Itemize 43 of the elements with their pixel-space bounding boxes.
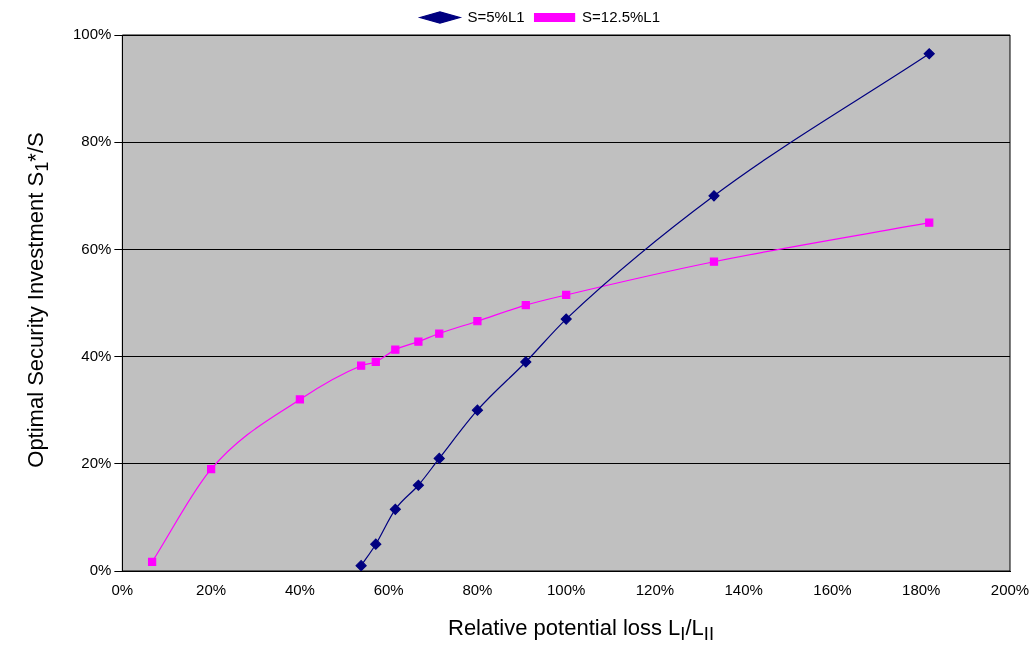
x-tick-label: 160% xyxy=(813,581,852,599)
x-tick-label: 200% xyxy=(990,581,1030,599)
x-tick-label: 80% xyxy=(462,581,493,599)
point xyxy=(357,361,366,370)
x-tick-label: 180% xyxy=(902,581,941,599)
y-tick-label: 80% xyxy=(81,132,112,150)
point xyxy=(925,218,934,227)
point xyxy=(709,257,719,266)
point xyxy=(473,317,482,326)
x-tick-label: 0% xyxy=(111,581,134,599)
point xyxy=(562,290,571,300)
point xyxy=(560,313,572,325)
x-tick-label: 140% xyxy=(724,581,763,599)
x-tick-label: 20% xyxy=(196,581,227,599)
point xyxy=(708,190,720,202)
point xyxy=(370,538,382,550)
y-tick-label: 0% xyxy=(89,561,112,579)
point xyxy=(371,357,380,367)
x-axis-title: Relative potential loss L$_{I}$/L$_{II}$ xyxy=(447,615,715,646)
x-tick-label: 120% xyxy=(635,581,675,599)
legend-label: S=5%L1 xyxy=(467,7,525,25)
point xyxy=(433,452,445,465)
x-tick-label: 60% xyxy=(373,581,404,599)
point xyxy=(520,356,532,368)
y-tick-label: 100% xyxy=(72,25,112,43)
x-tick-label: 40% xyxy=(284,581,315,599)
point xyxy=(295,395,305,404)
point xyxy=(389,503,401,515)
point xyxy=(923,48,935,60)
y-tick-label: 40% xyxy=(81,346,112,364)
point xyxy=(412,479,424,491)
point xyxy=(435,329,444,338)
point xyxy=(206,465,216,474)
x-tick-label: 100% xyxy=(546,581,586,599)
y-tick-label: 20% xyxy=(81,453,112,471)
point xyxy=(414,337,423,346)
point xyxy=(471,404,484,416)
y-tick-label: 60% xyxy=(81,239,112,257)
point xyxy=(147,557,157,567)
point xyxy=(391,345,400,354)
legend-label: S=12.5%L1 xyxy=(582,7,661,25)
point xyxy=(521,301,530,310)
point xyxy=(355,560,367,571)
